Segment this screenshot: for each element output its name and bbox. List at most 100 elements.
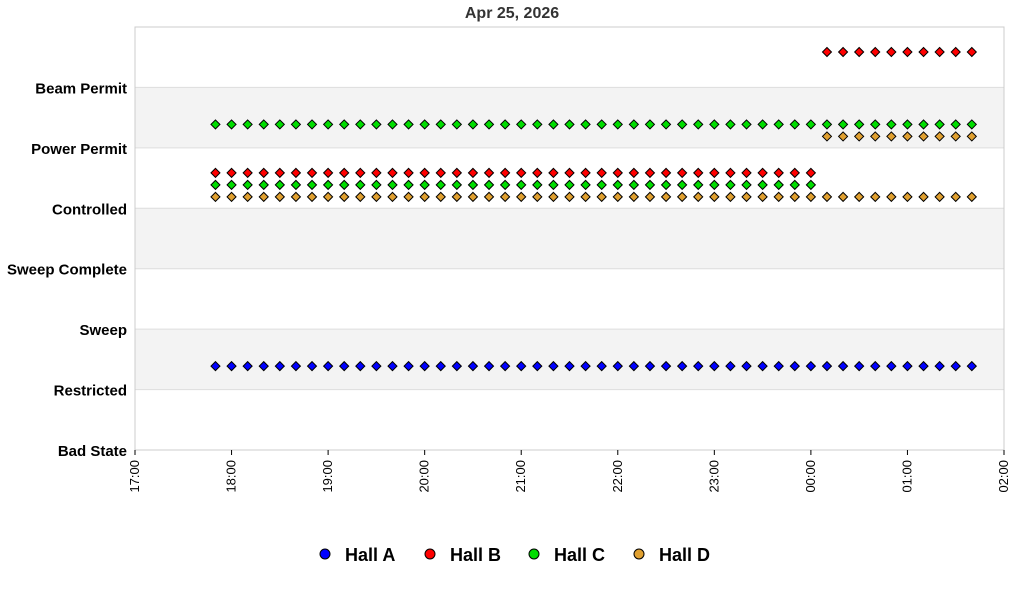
hall-c-point bbox=[467, 119, 479, 130]
hall-c-point bbox=[612, 179, 623, 191]
hall-b-point bbox=[371, 167, 382, 179]
hall-d-point bbox=[467, 191, 479, 203]
hall-d-point bbox=[741, 191, 752, 203]
grid-band bbox=[135, 329, 1004, 390]
hall-c-point bbox=[918, 119, 929, 130]
hall-b-point bbox=[548, 167, 559, 179]
hall-a-point bbox=[532, 360, 543, 372]
x-tick-label: 22:00 bbox=[610, 460, 625, 493]
hall-c-point bbox=[242, 119, 253, 130]
hall-c-point bbox=[564, 119, 575, 130]
hall-c-point bbox=[467, 179, 479, 191]
hall-c-point bbox=[338, 179, 350, 191]
hall-b-point bbox=[757, 167, 768, 179]
hall-c-point bbox=[596, 179, 607, 191]
hall-c-point bbox=[693, 119, 704, 130]
hall-a-point bbox=[725, 360, 736, 372]
hall-c-point bbox=[306, 119, 318, 130]
x-tick-label: 17:00 bbox=[127, 460, 142, 493]
hall-d-point bbox=[355, 191, 366, 203]
legend-label-hall-c: Hall C bbox=[554, 545, 605, 565]
hall-c-point bbox=[886, 119, 897, 130]
x-tick-label: 01:00 bbox=[899, 460, 914, 493]
hall-b-point bbox=[306, 167, 318, 179]
x-tick-label: 00:00 bbox=[803, 460, 818, 493]
hall-a-point bbox=[918, 360, 929, 372]
hall-c-point bbox=[853, 119, 865, 130]
hall-d-point bbox=[837, 191, 849, 203]
legend-label-hall-a: Hall A bbox=[345, 545, 395, 565]
y-tick-label: Sweep Complete bbox=[7, 262, 127, 279]
hall-b-point bbox=[226, 167, 237, 179]
hall-a-point bbox=[210, 360, 221, 372]
hall-c-point bbox=[596, 119, 607, 130]
hall-a-point bbox=[322, 360, 334, 372]
hall-d-point bbox=[322, 191, 334, 203]
hall-c-point bbox=[355, 179, 366, 191]
hall-c-point bbox=[532, 179, 543, 191]
hall-b-point bbox=[918, 46, 929, 58]
hall-b-point bbox=[322, 167, 334, 179]
legend-marker-hall-d bbox=[633, 548, 645, 560]
hall-d-point bbox=[387, 191, 398, 203]
hall-c-point bbox=[226, 179, 237, 191]
hall-a-point bbox=[499, 360, 511, 372]
hall-a-point bbox=[467, 360, 479, 372]
hall-d-point bbox=[693, 191, 704, 203]
hall-d-point bbox=[660, 191, 672, 203]
hall-d-point bbox=[870, 191, 881, 203]
hall-d-point bbox=[966, 191, 978, 203]
hall-d-point bbox=[966, 131, 978, 142]
hall-a-point bbox=[226, 360, 237, 372]
hall-b-point bbox=[950, 46, 961, 58]
hall-d-point bbox=[789, 191, 801, 203]
hall-a-point bbox=[660, 360, 672, 372]
hall-d-point bbox=[709, 191, 720, 203]
plot-bands bbox=[134, 26, 1005, 451]
hall-b-point bbox=[789, 167, 801, 179]
hall-d-point bbox=[934, 191, 945, 203]
x-axis-ticks: 17:00 18:00 19:00 20:00 21:00 22:00 23:00 00:00… bbox=[127, 450, 1011, 493]
hall-b-point bbox=[902, 46, 913, 58]
hall-b-point bbox=[596, 167, 607, 179]
hall-c-point bbox=[258, 119, 269, 130]
hall-d-point bbox=[773, 191, 784, 203]
legend-marker-hall-c bbox=[528, 548, 540, 560]
hall-a-point bbox=[548, 360, 559, 372]
hall-c-point bbox=[757, 179, 768, 191]
hall-a-point bbox=[934, 360, 945, 372]
hall-a-point bbox=[628, 360, 640, 372]
hall-c-point bbox=[242, 179, 253, 191]
hall-c-point bbox=[499, 179, 511, 191]
legend-marker-hall-a bbox=[319, 548, 331, 560]
hall-d-point bbox=[242, 191, 253, 203]
hall-c-point bbox=[709, 119, 720, 130]
x-tick-label: 02:00 bbox=[996, 460, 1011, 493]
hall-d-point bbox=[950, 191, 961, 203]
hall-c-point bbox=[419, 119, 430, 130]
hall-c-point bbox=[870, 119, 881, 130]
x-tick-label: 18:00 bbox=[224, 460, 239, 493]
hall-c-point bbox=[902, 119, 913, 130]
hall-b-point bbox=[532, 167, 543, 179]
hall-d-point bbox=[499, 191, 511, 203]
hall-a-point bbox=[789, 360, 801, 372]
hall-b-point bbox=[725, 167, 736, 179]
hall-b-point bbox=[290, 167, 302, 179]
hall-c-point bbox=[580, 119, 591, 130]
hall-b-point bbox=[580, 167, 591, 179]
hall-b-point bbox=[387, 167, 398, 179]
hall-c-point bbox=[226, 119, 237, 130]
y-tick-label: Beam Permit bbox=[35, 80, 127, 97]
hall-a-point bbox=[757, 360, 768, 372]
hall-b-point bbox=[693, 167, 704, 179]
y-tick-label: Restricted bbox=[54, 383, 127, 400]
hall-c-point bbox=[564, 179, 575, 191]
hall-b-point bbox=[338, 167, 350, 179]
hall-d-point bbox=[918, 131, 929, 142]
hall-c-point bbox=[419, 179, 430, 191]
hall-d-point bbox=[821, 191, 833, 203]
hall-a-point bbox=[773, 360, 784, 372]
hall-b-point bbox=[419, 167, 430, 179]
hall-a-point bbox=[580, 360, 591, 372]
